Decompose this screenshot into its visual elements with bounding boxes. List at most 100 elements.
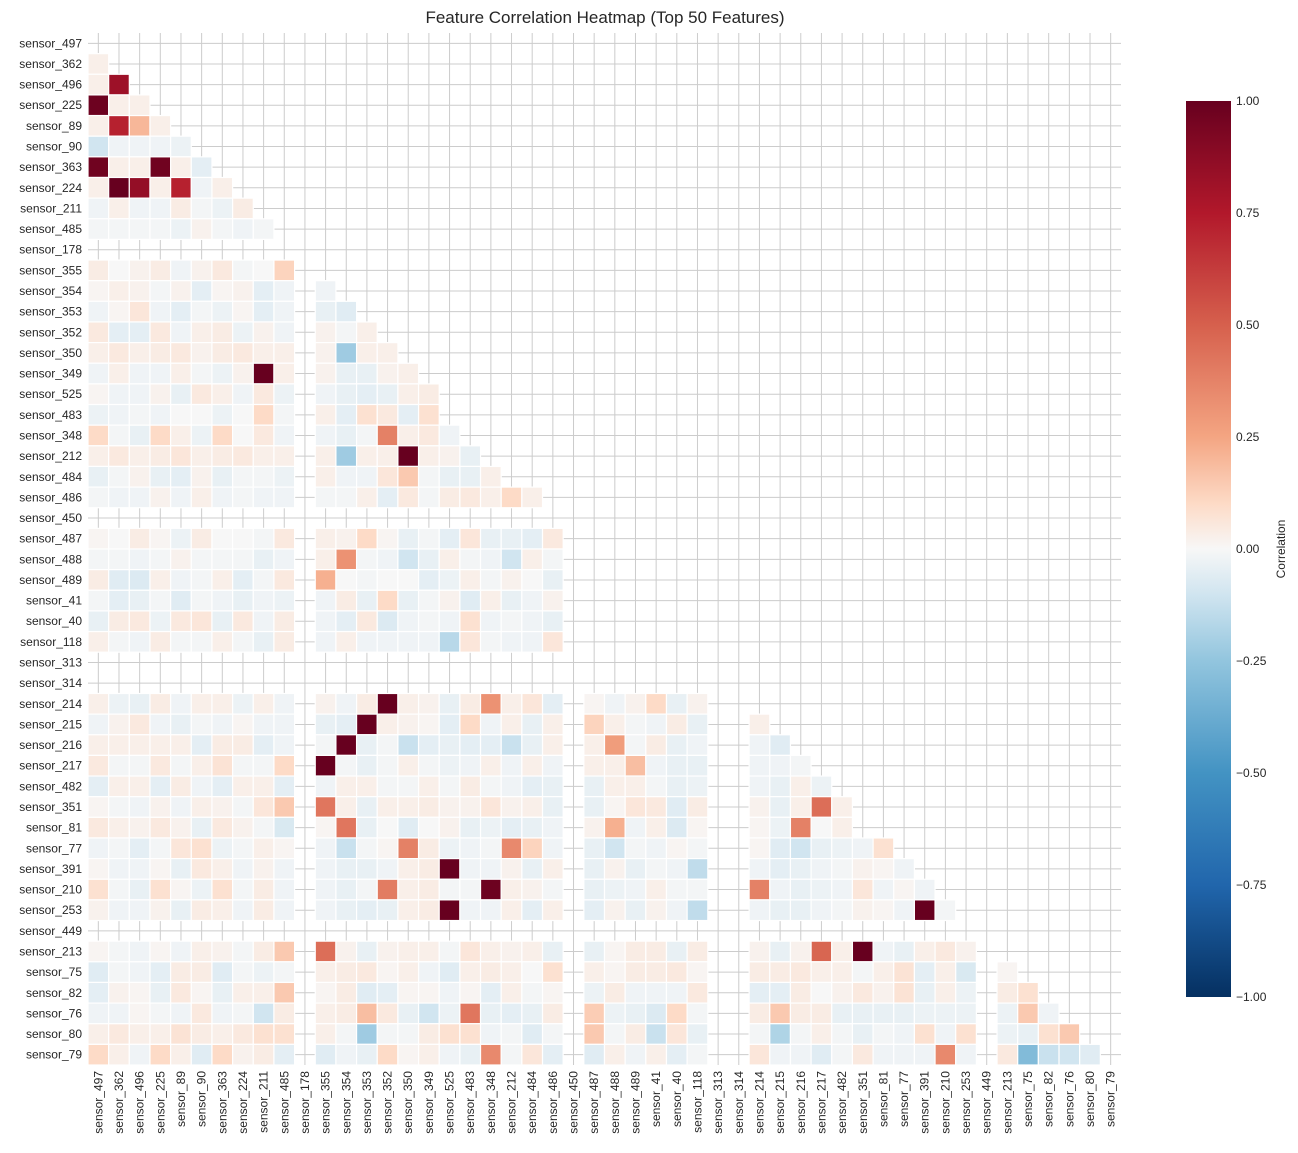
heatmap-cell: sensor_211 × sensor_497: -0.02 [87,197,110,220]
heatmap-cell: sensor_391 × sensor_486: 0.03 [541,857,564,880]
heatmap-cell: sensor_485 × sensor_363: -0.01 [211,218,234,240]
heatmap-cell: sensor_82 × sensor_225: -0.04 [149,981,172,1004]
heatmap-cell: sensor_76 × sensor_482: -0.04 [831,1002,854,1025]
heatmap-cell: sensor_484 × sensor_350: 0.15 [397,465,420,488]
heatmap-cell: sensor_350 × sensor_224: 0.05 [232,342,254,364]
heatmap-cell: sensor_81 × sensor_211: -0.01 [252,816,275,839]
heatmap-cell: sensor_353 × sensor_89: -0.05 [170,300,192,323]
heatmap-cell: sensor_486 × sensor_355: -0.01 [314,486,337,509]
heatmap-cell: sensor_82 × sensor_253: -0.03 [955,981,977,1004]
heatmap-cell: sensor_391 × sensor_353: -0.04 [355,857,378,880]
heatmap-cell: sensor_487 × sensor_485: 0.05 [273,527,296,550]
heatmap-cell: sensor_482 × sensor_483: 0.04 [459,775,482,798]
heatmap-cell: sensor_349 × sensor_363: -0.03 [211,362,234,385]
heatmap-cell: sensor_488 × sensor_363: -0.01 [211,548,234,571]
x-tick-label: sensor_211 [257,1071,271,1133]
heatmap-cell: sensor_80 × sensor_351: -0.04 [851,1023,874,1045]
heatmap-cell: sensor_351 × sensor_353: -0.04 [355,796,378,818]
heatmap-cell: sensor_77 × sensor_485: 0.01 [273,837,296,860]
heatmap-cell: sensor_351 × sensor_496: -0.02 [128,796,151,818]
heatmap-cell: sensor_486 × sensor_225: 0.02 [149,486,172,509]
heatmap-cell: sensor_210 × sensor_89: 0.01 [170,878,192,901]
heatmap-cell: sensor_353 × sensor_225: -0.02 [149,300,172,323]
heatmap-cell: sensor_76 × sensor_525: -0.03 [438,1002,461,1025]
heatmap-cell: sensor_353 × sensor_355: -0.04 [314,300,337,323]
heatmap-cell: sensor_212 × sensor_362: 0.05 [108,445,130,468]
heatmap-cell: sensor_80 × sensor_489: 0.04 [624,1023,647,1045]
heatmap-cell: sensor_80 × sensor_75: -0.04 [1017,1023,1039,1045]
heatmap-cell: sensor_482 × sensor_352: -0.01 [376,775,399,798]
heatmap-cell: sensor_253 × sensor_484: -0.05 [521,899,544,922]
heatmap-cell: sensor_76 × sensor_497: -0.02 [87,1002,110,1025]
heatmap-cell: sensor_118 × sensor_362: -0.01 [108,630,130,653]
heatmap-cell: sensor_351 × sensor_488: 0.01 [603,796,626,818]
heatmap-cell: sensor_75 × sensor_225: -0.05 [149,961,172,984]
heatmap-cell: sensor_41 × sensor_90: -0.01 [190,589,213,612]
colorbar-tick-label: 0.25 [1236,430,1260,444]
heatmap-cell: sensor_82 × sensor_75: 0.08 [1017,981,1039,1004]
heatmap-cell: sensor_80 × sensor_81: -0.01 [872,1023,895,1045]
heatmap-cell: sensor_215 × sensor_212: 0.03 [500,713,523,736]
heatmap-cell: sensor_79 × sensor_40: -0.05 [665,1043,688,1066]
heatmap-cell: sensor_214 × sensor_350: 0.03 [397,692,420,715]
heatmap-cell: sensor_118 × sensor_212: -0.02 [500,630,523,653]
heatmap-cell: sensor_488 × sensor_525: 0.03 [438,548,461,571]
x-tick-label: sensor_355 [319,1071,333,1134]
y-tick-label: sensor_484 [19,470,82,484]
heatmap-cell: sensor_79 × sensor_215: -0.02 [769,1043,792,1066]
heatmap-cell: sensor_486 × sensor_349: -0.01 [417,486,440,509]
heatmap-cell: sensor_348 × sensor_354: -0.04 [335,424,358,447]
heatmap-cell: sensor_81 × sensor_214: 0.01 [748,816,771,839]
heatmap-cell: sensor_75 × sensor_216: 0.05 [789,961,812,984]
heatmap-cell: sensor_77 × sensor_482: -0.03 [831,837,854,860]
x-tick-label: sensor_214 [752,1071,766,1134]
heatmap-cell: sensor_214 × sensor_348: 0.32 [479,692,502,715]
heatmap-cell: sensor_79 × sensor_213: 0.05 [996,1043,1019,1066]
y-tick-label: sensor_489 [19,573,82,587]
heatmap-cell: sensor_354 × sensor_89: 0.02 [170,280,192,302]
heatmap-cell: sensor_216 × sensor_214: -0.02 [748,734,771,757]
heatmap-cell: sensor_79 × sensor_90: -0.06 [190,1043,213,1066]
heatmap-cell: sensor_80 × sensor_485: 0.08 [273,1023,296,1045]
heatmap-cell: sensor_484 × sensor_90: 0.02 [190,465,213,488]
heatmap-cell: sensor_217 × sensor_489: 0.18 [624,754,647,777]
x-tick-label: sensor_210 [938,1071,952,1134]
heatmap-cell: sensor_75 × sensor_349: -0.02 [417,961,440,984]
heatmap-cell: sensor_82 × sensor_487: -0.03 [583,981,606,1004]
heatmap-cell: sensor_214 × sensor_89: -0.02 [170,692,192,715]
heatmap-cell: sensor_213 × sensor_482: 0.03 [831,940,854,963]
heatmap-cell: sensor_489 × sensor_355: 0.22 [314,569,337,591]
heatmap-cell: sensor_216 × sensor_483: -0.05 [459,734,482,757]
heatmap-cell: sensor_82 × sensor_216: 0.04 [789,981,812,1004]
heatmap-cell: sensor_352 × sensor_224: -0.03 [232,321,254,344]
heatmap-cell: sensor_76 × sensor_489: -0.04 [624,1002,647,1025]
heatmap-cell: sensor_482 × sensor_497: -0.05 [87,775,110,798]
heatmap-cell: sensor_253 × sensor_488: 0.02 [603,899,626,922]
heatmap-cell: sensor_351 × sensor_348: 0.06 [479,796,502,818]
heatmap-cell: sensor_487 × sensor_349: -0.01 [417,527,440,550]
heatmap-cell: sensor_482 × sensor_484: -0.05 [521,775,544,798]
heatmap-cell: sensor_349 × sensor_355: 0.02 [314,362,337,385]
heatmap-cell: sensor_224 × sensor_496: 0.85 [128,176,151,199]
heatmap-cell: sensor_484 × sensor_363: -0.04 [211,465,234,488]
heatmap-cell: sensor_363 × sensor_90: -0.05 [190,156,213,179]
heatmap-cell: sensor_214 × sensor_224: -0.03 [232,692,254,715]
heatmap-cell: sensor_76 × sensor_350: -0.04 [397,1002,420,1025]
heatmap-cell: sensor_76 × sensor_487: 0.14 [583,1002,606,1025]
x-tick-label: sensor_363 [215,1071,229,1134]
heatmap-cell: sensor_391 × sensor_118: -0.14 [686,857,709,880]
y-tick-label: sensor_525 [19,387,82,401]
heatmap-cell: sensor_77 × sensor_90: 0.08 [190,837,213,860]
heatmap-cell: sensor_213 × sensor_90: 0.03 [190,940,213,963]
heatmap-cell: sensor_488 × sensor_211: -0.04 [252,548,275,571]
x-tick-label: sensor_483 [463,1071,477,1134]
heatmap-cell: sensor_212 × sensor_89: 0.06 [170,445,192,468]
heatmap-cell: sensor_118 × sensor_525: -0.16 [438,630,461,653]
heatmap-cell: sensor_75 × sensor_40: 0.05 [665,961,688,984]
heatmap-cell: sensor_487 × sensor_355: 0.03 [314,527,337,550]
heatmap-cell: sensor_210 × sensor_224: -0.01 [232,878,254,901]
heatmap-cell: sensor_214 × sensor_353: 0.04 [355,692,378,715]
heatmap-cell: sensor_76 × sensor_217: 0.04 [810,1002,833,1025]
colorbar-tick-label: 0.75 [1236,206,1260,220]
heatmap-cell: sensor_79 × sensor_352: 0.1 [376,1043,399,1066]
